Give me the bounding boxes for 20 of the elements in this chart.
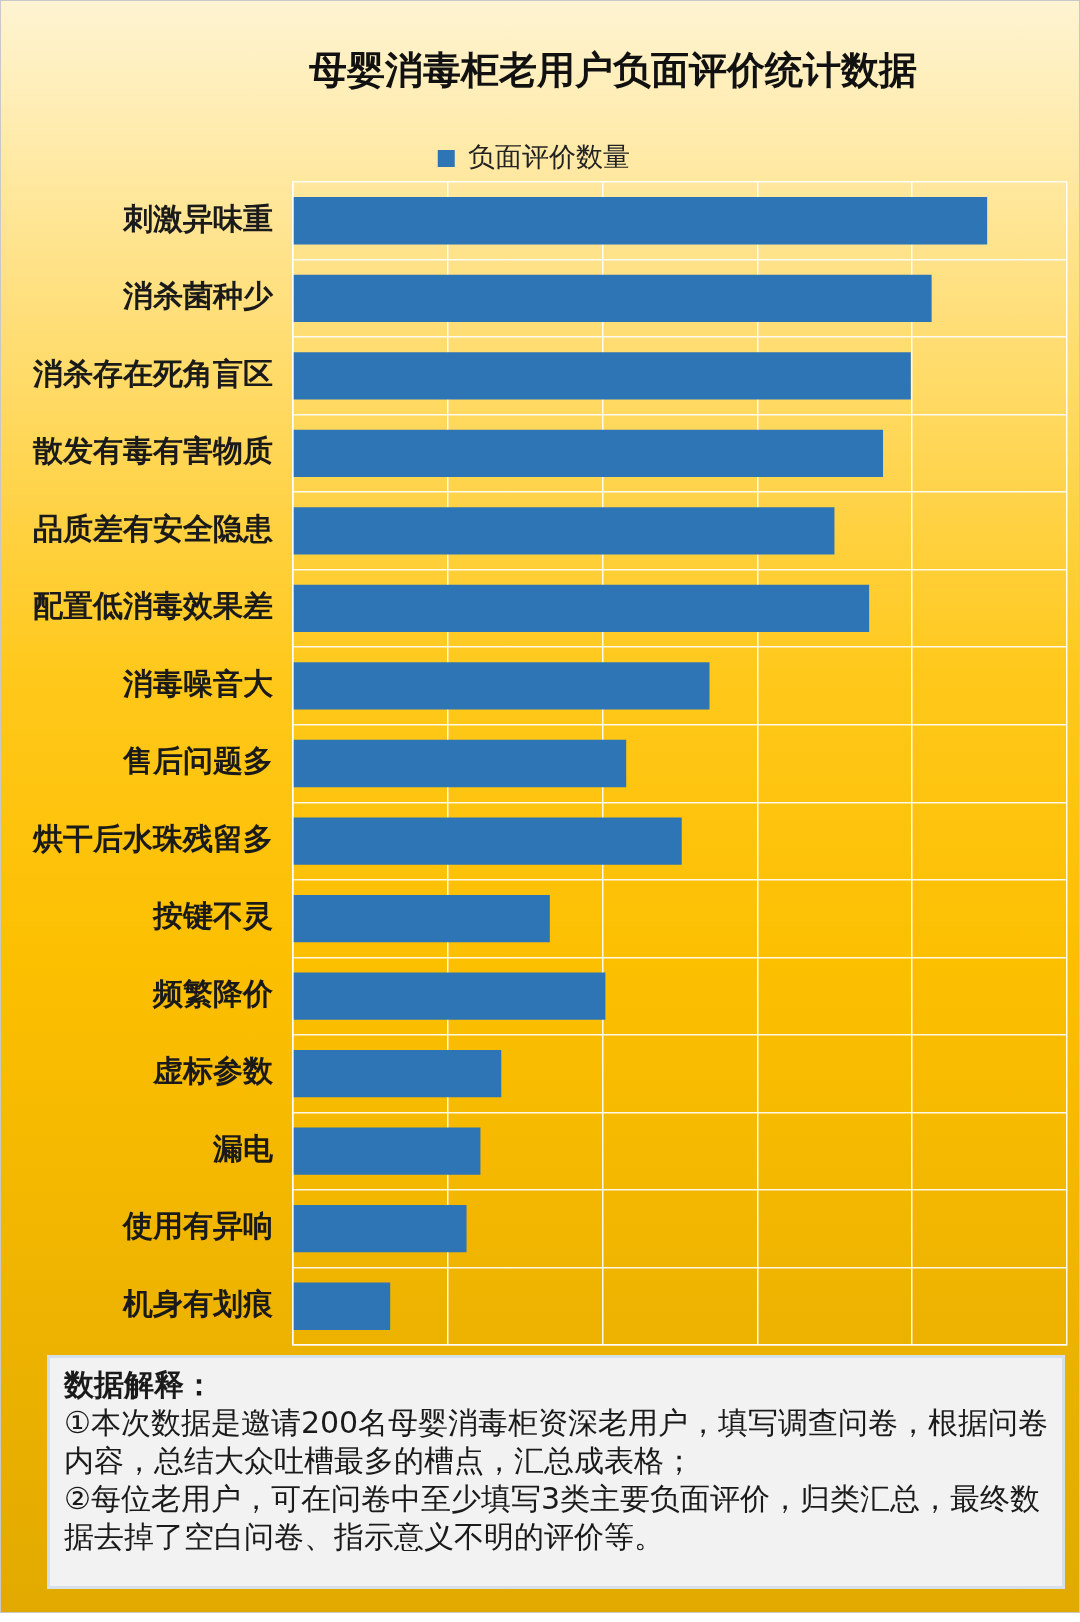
text: ①本次数据是邀请200名母婴消毒柜资深老用户，填写调查问卷，根据问卷内容，总结大众吐槽最多的槽点，汇总成表格； — [64, 1404, 1050, 1480]
y-tick-label: 品质差有安全隐患 — [33, 510, 273, 546]
y-tick-label: 刺激异味重 — [122, 200, 273, 236]
y-tick-label: 虚标参数 — [152, 1053, 274, 1089]
y-tick-label: 漏电 — [212, 1130, 274, 1166]
text: 数据解释： — [64, 1366, 215, 1404]
y-tick-label: 散发有毒有害物质 — [32, 433, 273, 469]
legend-label: 负面评价数量 — [468, 140, 631, 172]
y-tick-label: 机身有划痕 — [122, 1286, 273, 1322]
y-tick-label: 使用有异响 — [122, 1208, 273, 1244]
y-tick-label: 配置低消毒效果差 — [33, 588, 273, 624]
chart-title: 母婴消毒柜老用户负面评价统计数据 — [308, 47, 918, 94]
y-tick-label: 消毒噪音大 — [122, 665, 274, 701]
y-tick-label: 按键不灵 — [152, 898, 273, 934]
text: ②每位老用户，可在问卷中至少填写3类主要负面评价，归类汇总，最终数据去掉了空白问卷、指示意义不明的评价等。 — [64, 1480, 1041, 1556]
y-tick-label: 消杀存在死角盲区 — [32, 355, 273, 391]
y-tick-label: 烘干后水珠残留多 — [32, 820, 273, 856]
y-tick-label: 消杀菌种少 — [122, 278, 274, 314]
y-tick-label: 售后问题多 — [122, 743, 273, 779]
y-tick-label: 频繁降价 — [152, 975, 274, 1011]
